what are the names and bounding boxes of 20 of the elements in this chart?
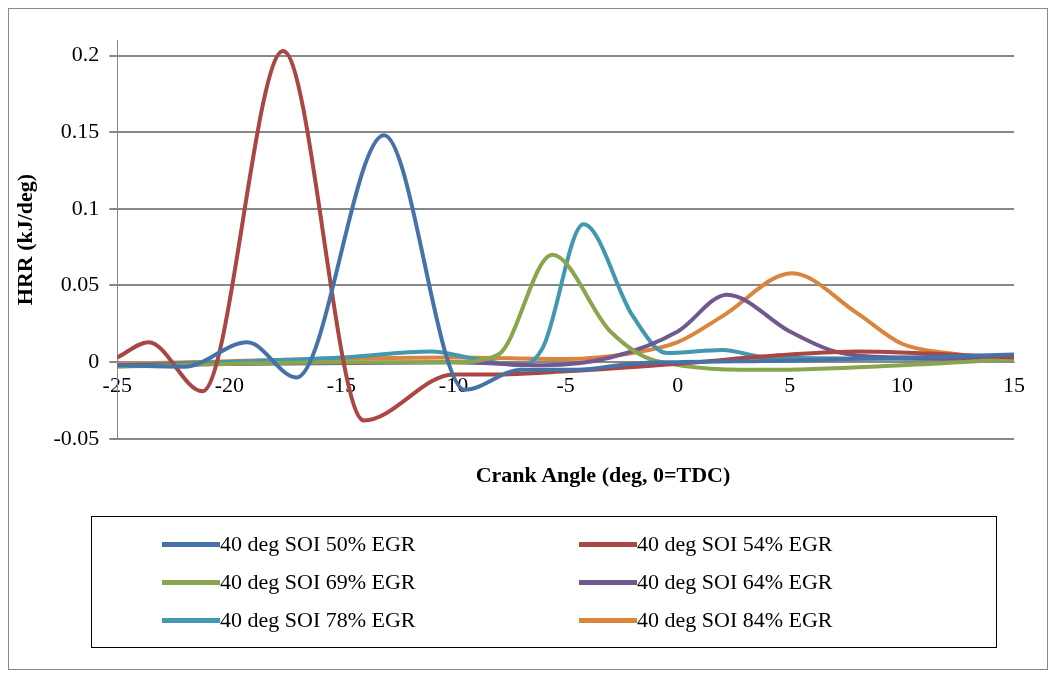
- x-tick-label: -20: [214, 372, 244, 398]
- legend-label: 40 deg SOI 54% EGR: [637, 531, 833, 557]
- y-tick-label: 0.05: [60, 271, 100, 297]
- legend-label: 40 deg SOI 84% EGR: [637, 607, 833, 633]
- legend-label: 40 deg SOI 64% EGR: [637, 569, 833, 595]
- legend-label: 40 deg SOI 50% EGR: [220, 531, 416, 557]
- x-tick-label: 10: [890, 372, 913, 398]
- x-tick-label: -5: [556, 372, 575, 398]
- x-tick-label: 0: [672, 372, 684, 398]
- legend-label: 40 deg SOI 69% EGR: [220, 569, 416, 595]
- y-tick-label: 0.2: [71, 41, 100, 67]
- legend-label: 40 deg SOI 78% EGR: [220, 607, 416, 633]
- y-tick-label: 0: [88, 347, 100, 373]
- y-tick-label: 0.15: [60, 117, 100, 143]
- x-tick-label: 5: [784, 372, 796, 398]
- y-tick-label: 0.1: [71, 194, 100, 220]
- y-tick-label: -0.05: [53, 424, 100, 450]
- x-tick-label: 15: [1003, 372, 1025, 398]
- y-axis-title: HRR (kJ/deg): [11, 173, 37, 306]
- x-axis-title: Crank Angle (deg, 0=TDC): [474, 462, 732, 488]
